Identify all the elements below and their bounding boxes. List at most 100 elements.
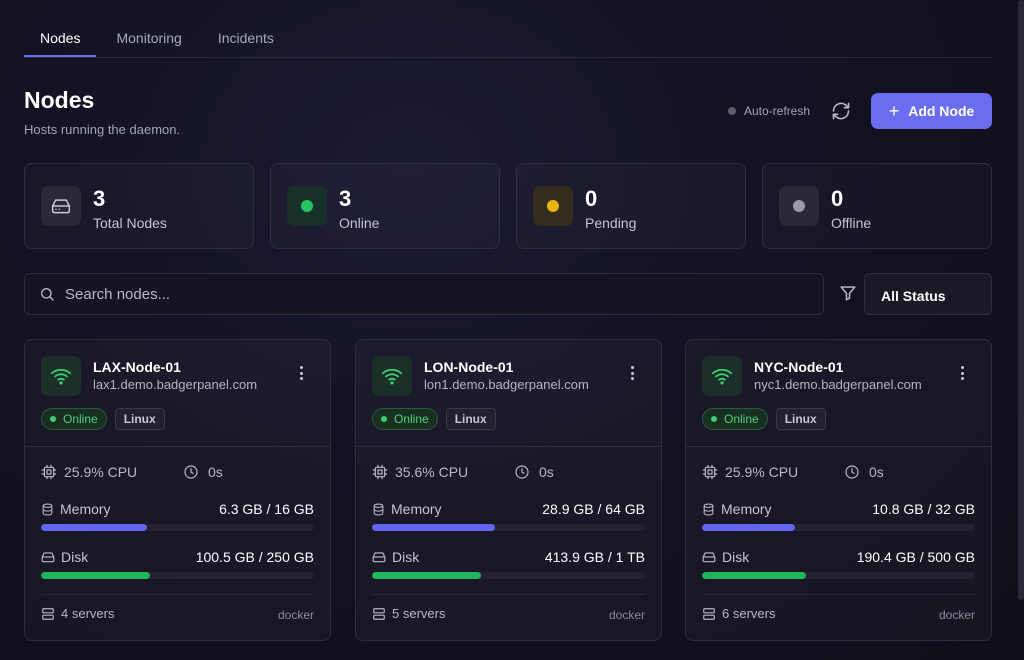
node-menu-button[interactable]: [625, 364, 639, 382]
scrollbar-thumb[interactable]: [1018, 0, 1024, 600]
memory-label: Memory: [391, 501, 442, 517]
divider: [25, 446, 330, 447]
stat-value: 3: [93, 186, 106, 211]
tab-nodes[interactable]: Nodes: [24, 18, 97, 57]
stat-icon-box: [41, 186, 81, 226]
node-status-icon-box: [41, 356, 81, 396]
clock-icon: [845, 465, 859, 479]
memory-bar-fill: [372, 524, 495, 531]
status-badge: Online: [702, 408, 768, 430]
cpu-metric: 25.9% CPU: [702, 464, 798, 480]
online-dot-icon: [301, 200, 313, 212]
node-menu-button[interactable]: [294, 364, 308, 382]
node-card-lax-node-01[interactable]: LAX-Node-01 lax1.demo.badgerpanel.com On…: [24, 339, 331, 641]
search-box: [24, 273, 824, 315]
disk-label: Disk: [61, 549, 89, 565]
disk-value: 413.9 GB / 1 TB: [544, 549, 645, 565]
disk-usage: Disk 100.5 GB / 250 GB: [41, 549, 314, 579]
node-name[interactable]: NYC-Node-01: [754, 359, 844, 375]
os-badge: Linux: [114, 408, 165, 430]
wifi-icon: [381, 368, 403, 385]
node-hostname: lon1.demo.badgerpanel.com: [424, 377, 589, 392]
pending-dot-icon: [547, 200, 559, 212]
node-hostname: lax1.demo.badgerpanel.com: [93, 377, 258, 392]
memory-label: Memory: [60, 501, 111, 517]
disk-bar: [702, 572, 975, 579]
divider: [41, 594, 314, 595]
cpu-icon: [41, 464, 57, 480]
server-count-label: 4 servers: [61, 606, 115, 621]
hard-drive-icon: [372, 552, 386, 563]
server-stack-icon: [42, 607, 54, 620]
os-badge: Linux: [445, 408, 496, 430]
node-name[interactable]: LAX-Node-01: [93, 359, 181, 375]
wifi-icon: [50, 368, 72, 385]
memory-value: 28.9 GB / 64 GB: [542, 501, 645, 517]
status-badge-label: Online: [724, 412, 759, 426]
stat-value: 3: [339, 186, 352, 211]
node-card-lon-node-01[interactable]: LON-Node-01 lon1.demo.badgerpanel.com On…: [355, 339, 662, 641]
tab-monitoring[interactable]: Monitoring: [116, 30, 182, 46]
page-title: Nodes: [24, 87, 95, 113]
tab-incidents[interactable]: Incidents: [217, 30, 274, 46]
memory-label: Memory: [721, 501, 772, 517]
status-badge: Online: [41, 408, 107, 430]
add-node-button[interactable]: + Add Node: [871, 93, 992, 129]
cpu-value: 25.9% CPU: [64, 464, 138, 480]
hard-drive-icon: [41, 552, 55, 563]
runtime-label: docker: [277, 608, 314, 622]
node-card-nyc-node-01[interactable]: NYC-Node-01 nyc1.demo.badgerpanel.com On…: [685, 339, 992, 641]
disk-bar: [372, 572, 645, 579]
disk-value: 100.5 GB / 250 GB: [195, 549, 314, 565]
server-count: 6 servers: [702, 606, 775, 621]
stat-label: Offline: [831, 215, 872, 231]
node-menu-button[interactable]: [955, 364, 969, 382]
refresh-button[interactable]: [828, 98, 854, 124]
status-badge-label: Online: [63, 412, 98, 426]
stat-icon-box: [533, 186, 573, 226]
stat-pending: 0 Pending: [516, 163, 746, 249]
node-name[interactable]: LON-Node-01: [424, 359, 514, 375]
uptime-value: 0s: [539, 464, 554, 480]
memory-bar-fill: [702, 524, 795, 531]
disk-usage: Disk 413.9 GB / 1 TB: [372, 549, 645, 579]
cpu-value: 35.6% CPU: [395, 464, 469, 480]
memory-bar: [41, 524, 314, 531]
memory-bar: [702, 524, 975, 531]
divider: [372, 594, 645, 595]
stat-label: Online: [339, 215, 380, 231]
memory-value: 6.3 GB / 16 GB: [219, 501, 314, 517]
uptime-metric: 0s: [844, 464, 884, 480]
uptime-value: 0s: [869, 464, 884, 480]
memory-bar: [372, 524, 645, 531]
memory-bar-fill: [41, 524, 148, 531]
disk-bar-fill: [702, 572, 806, 579]
disk-bar-fill: [41, 572, 151, 579]
cpu-icon: [372, 464, 388, 480]
search-icon: [41, 288, 54, 301]
status-filter-select[interactable]: All Status: [864, 273, 992, 315]
stat-value: 0: [831, 186, 844, 211]
status-badge: Online: [372, 408, 438, 430]
search-input[interactable]: [65, 285, 805, 303]
server-count-label: 5 servers: [392, 606, 446, 621]
runtime-label: docker: [608, 608, 645, 622]
memory-usage: Memory 6.3 GB / 16 GB: [41, 501, 314, 531]
disk-label: Disk: [722, 549, 750, 565]
server-count: 4 servers: [41, 606, 114, 621]
memory-usage: Memory 28.9 GB / 64 GB: [372, 501, 645, 531]
os-badge: Linux: [775, 408, 826, 430]
memory-usage: Memory 10.8 GB / 32 GB: [702, 501, 975, 531]
disk-usage: Disk 190.4 GB / 500 GB: [702, 549, 975, 579]
stat-online: 3 Online: [270, 163, 500, 249]
hard-drive-icon: [702, 552, 716, 563]
database-icon: [703, 503, 714, 515]
auto-refresh-toggle[interactable]: Auto-refresh: [728, 104, 810, 118]
page-subtitle: Hosts running the daemon.: [24, 122, 181, 137]
filter-icon[interactable]: [839, 284, 857, 302]
database-icon: [42, 503, 53, 515]
runtime-label: docker: [938, 608, 975, 622]
cpu-value: 25.9% CPU: [725, 464, 799, 480]
hard-drive-icon: [51, 199, 71, 214]
clock-icon: [515, 465, 529, 479]
